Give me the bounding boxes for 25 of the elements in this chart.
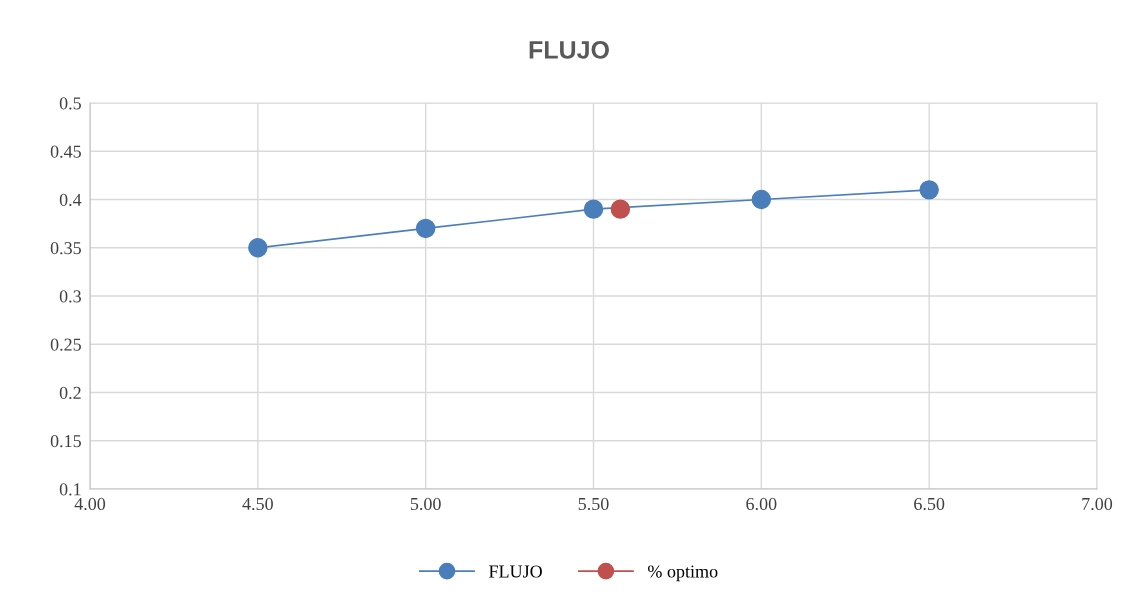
y-tick-label: 0.35 [50, 242, 81, 255]
point [751, 189, 772, 210]
y-tick-label: 0.2 [59, 386, 81, 400]
x-tick-label: 5.00 [410, 497, 441, 511]
point [583, 199, 604, 219]
y-tick-label: 0.25 [50, 338, 81, 351]
y-tick-label: 0.45 [50, 145, 81, 158]
point [610, 199, 631, 219]
point [248, 238, 268, 258]
chart-title: FLUJO [529, 41, 609, 59]
y-tick-label: 0.15 [50, 435, 81, 448]
x-tick-label: 4.50 [242, 497, 273, 511]
y-tick-label: 0.3 [59, 290, 81, 303]
y-tick-label: 0.5 [59, 97, 81, 110]
legend-label: FLUJO [489, 565, 542, 578]
point [415, 218, 436, 239]
x-tick-label: 6.00 [746, 497, 777, 511]
x-tick-label: 4.00 [74, 497, 106, 511]
legend-label: % optimo [648, 565, 718, 582]
point [919, 180, 939, 200]
x-tick-label: 7.00 [1082, 497, 1113, 511]
y-tick-label: 0.4 [59, 193, 82, 207]
y-tick-label: 0.1 [59, 483, 81, 496]
x-tick-label: 5.50 [578, 497, 609, 511]
x-tick-label: 6.50 [914, 497, 945, 511]
